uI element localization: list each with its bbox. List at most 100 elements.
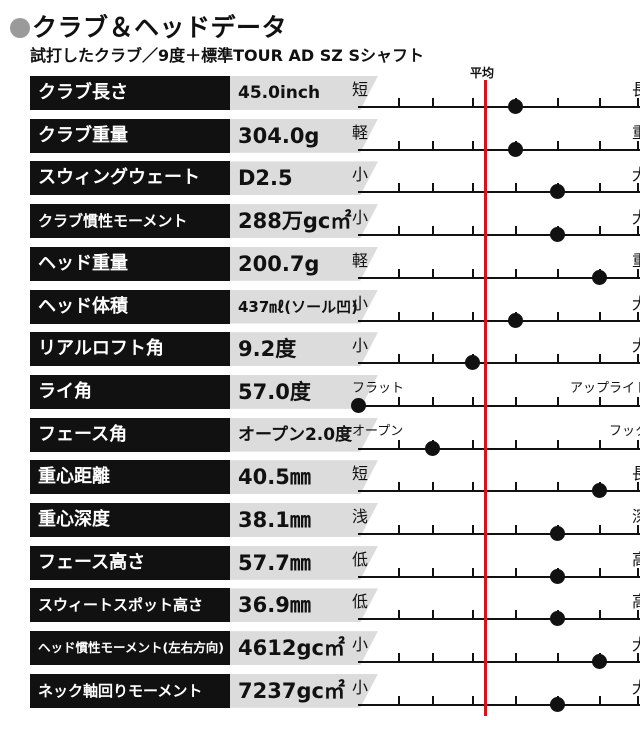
scale-tick [557,98,559,107]
scale-low-label: 小 [352,208,369,228]
scale-tick [472,98,474,107]
scale-high-label: 高 [631,549,640,569]
scale-tick [432,140,434,150]
row-label: スウィングウェート [30,161,230,196]
value-marker [550,611,565,627]
scale-tick [515,396,517,406]
scale-tick [557,653,559,663]
scale-axis [358,319,640,322]
scale-tick [599,98,601,107]
scale-tick [637,354,639,364]
scale-high-label: アップライト [569,380,640,396]
row-label: 重心距離 [30,460,230,495]
row-value: 57.7㎜ [230,545,378,580]
row-scale: 小大 [352,674,640,712]
scale-low-label: 軽 [352,250,369,270]
row-label: リアルロフト角 [30,332,230,367]
scale-low-label: 小 [352,677,369,697]
scale-high-label: 長 [631,80,640,99]
scale-tick [557,140,559,150]
scale-tick [472,567,474,577]
chart-row: ヘッド重量 200.7g 軽重 [30,246,640,285]
page-title: クラブ＆ヘッドデータ [10,8,287,44]
scale-tick [398,653,400,663]
scale-tick [432,396,434,406]
scale-axis [358,575,640,578]
scale-tick [398,226,400,236]
row-scale: 小大 [352,332,640,371]
scale-tick [472,396,474,406]
scale-tick [472,311,474,321]
scale-axis [358,234,640,237]
scale-tick [472,525,474,534]
value-marker [592,269,607,285]
scale-tick [515,525,517,534]
value-marker [550,184,565,200]
scale-tick [557,439,559,449]
scale-axis [358,276,640,279]
row-value: 38.1㎜ [230,503,378,537]
scale-tick [515,439,517,449]
row-value: 4612gc㎡ [230,631,378,666]
scale-low-label: オープン [352,423,404,439]
scale-tick [398,439,400,449]
scale-high-label: フック [608,423,640,439]
row-value: 304.0g [230,118,378,153]
scale-axis [358,404,640,407]
scale-tick [432,610,434,620]
scale-axis [358,703,640,706]
scale-low-label: 短 [352,464,369,484]
row-label: ヘッド慣性モーメント(左右方向) [30,631,230,666]
scale-tick [472,140,474,150]
value-marker [550,526,565,541]
scale-tick [432,482,434,492]
scale-tick [637,525,639,534]
scale-low-label: 低 [352,549,369,569]
scale-axis [358,618,640,621]
scale-tick [599,396,601,406]
value-marker [508,312,523,328]
scale-high-label: 大 [631,208,640,228]
scale-tick [599,183,601,193]
scale-tick [515,183,517,193]
row-value: 7237gc㎡ [230,673,378,708]
scale-high-label: 大 [631,165,640,185]
scale-tick [398,482,400,492]
chart-row: ヘッド体積 437㎖(ソール凹) 小大 [30,289,640,328]
row-scale: 短長 [352,76,640,114]
scale-tick [432,268,434,278]
scale-tick [472,482,474,492]
scale-tick [637,140,639,150]
value-marker [550,568,565,584]
scale-tick [599,311,601,321]
row-label: ヘッド重量 [30,246,230,281]
scale-tick [515,653,517,663]
row-label: クラブ長さ [30,76,230,110]
scale-tick [599,695,601,705]
scale-high-label: 大 [631,635,640,655]
row-value: 200.7g [230,246,378,281]
scale-tick [599,354,601,364]
row-label: ライ角 [30,374,230,409]
scale-tick [637,268,639,278]
scale-tick [432,183,434,193]
scale-high-label: 高 [631,592,640,612]
row-scale: フラット アップライト [351,375,640,413]
scale-tick [637,653,639,663]
scale-tick [637,226,639,236]
row-scale: 軽重 [352,119,640,157]
scale-axis [358,148,640,151]
row-label: 重心深度 [30,503,230,537]
scale-tick [472,653,474,663]
row-scale: オープン フック [352,418,640,456]
scale-low-label: フラット [352,380,405,396]
row-label: フェース高さ [30,545,230,580]
scale-tick [637,439,639,449]
scale-tick [432,226,434,236]
row-scale: 軽重 [352,247,640,285]
value-marker [465,355,480,371]
scale-tick [599,226,601,236]
